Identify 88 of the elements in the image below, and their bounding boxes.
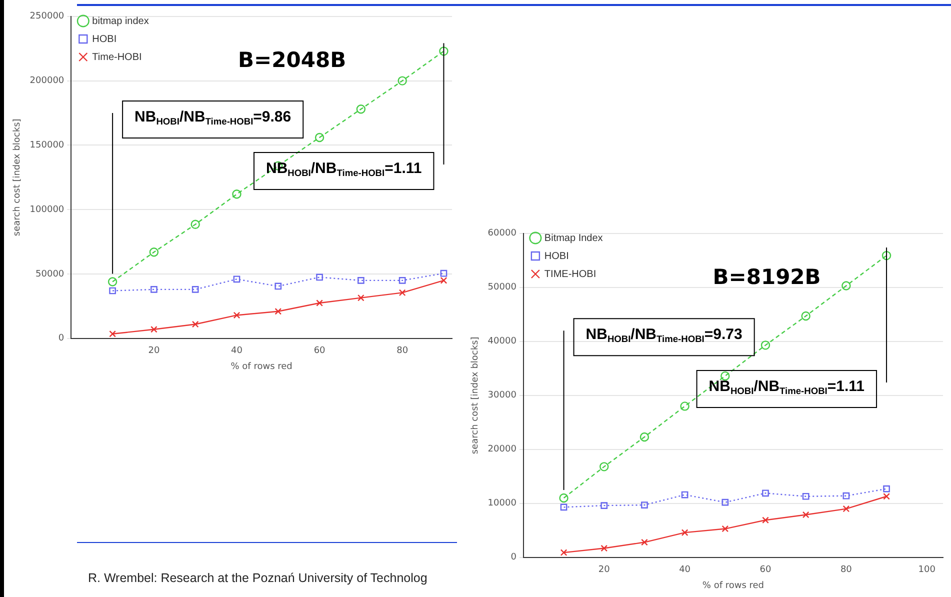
point <box>274 282 282 290</box>
point <box>640 432 650 442</box>
legend-label: Time-HOBI <box>92 52 142 63</box>
text: B=8192B <box>712 264 821 289</box>
legend-label: Bitmap Index <box>544 232 603 244</box>
y-tick-label: 50000 <box>488 282 517 293</box>
point <box>883 485 890 492</box>
y-tick-label: 10000 <box>488 498 517 509</box>
point <box>150 286 158 293</box>
point <box>762 490 769 497</box>
point <box>316 274 323 281</box>
point <box>720 371 730 381</box>
y-tick-label: 250000 <box>30 12 64 22</box>
point <box>233 312 240 319</box>
point <box>842 492 850 500</box>
point <box>440 277 448 284</box>
point <box>600 544 608 552</box>
point <box>842 505 850 512</box>
point <box>233 276 240 283</box>
point <box>722 525 729 532</box>
point <box>842 281 851 290</box>
point <box>760 340 770 350</box>
point <box>681 529 688 536</box>
point <box>232 190 242 199</box>
legend-label: HOBI <box>544 250 569 262</box>
point <box>398 76 407 86</box>
point <box>600 502 608 509</box>
x-tick-label: 40 <box>231 346 243 356</box>
x-tick-label: 100 <box>918 565 936 576</box>
y-tick-label: 150000 <box>30 140 64 151</box>
point <box>109 330 116 338</box>
text: R. Wrembel: Research at the Poznań University of Technolog <box>88 571 428 585</box>
point <box>560 549 568 556</box>
point <box>802 511 810 518</box>
y-tick-label: 100000 <box>30 204 64 215</box>
point <box>802 492 810 500</box>
point <box>314 132 324 142</box>
point <box>108 277 118 286</box>
point <box>762 516 769 524</box>
x-tick-label: 20 <box>148 346 160 356</box>
point <box>600 462 609 472</box>
point <box>398 289 406 296</box>
point <box>358 277 364 284</box>
point <box>440 270 448 277</box>
y-tick-label: 20000 <box>488 444 517 455</box>
x-tick-label: 60 <box>314 346 326 356</box>
point <box>316 300 323 306</box>
point <box>560 504 568 511</box>
point <box>641 502 648 508</box>
point <box>192 320 199 328</box>
point <box>274 308 282 315</box>
point <box>358 294 364 302</box>
point <box>883 492 890 500</box>
point <box>439 46 448 56</box>
x-tick-label: 60 <box>760 565 772 576</box>
y-tick-label: 50000 <box>36 269 64 280</box>
text: B=2048B <box>238 48 346 72</box>
point <box>356 104 366 114</box>
point <box>559 493 568 503</box>
point <box>398 277 406 284</box>
x-axis-title: % of rows red <box>702 580 764 591</box>
legend-label: bitmap index <box>92 16 149 27</box>
point <box>722 498 729 506</box>
point <box>190 220 200 230</box>
point <box>882 250 892 260</box>
point <box>149 248 159 257</box>
y-tick-label: 30000 <box>488 390 517 401</box>
legend-label: TIME-HOBI <box>544 268 596 280</box>
y-axis-title: search cost [index blocks] <box>12 118 23 236</box>
y-tick-label: 200000 <box>30 76 64 86</box>
point <box>680 402 690 411</box>
x-tick-label: 20 <box>598 565 610 576</box>
y-tick-label: 40000 <box>488 336 517 347</box>
x-tick-label: 40 <box>679 565 691 576</box>
point <box>109 287 116 294</box>
point <box>150 326 158 333</box>
y-tick-label: 0 <box>510 552 517 563</box>
legend-label: HOBI <box>92 34 117 45</box>
y-tick-label: 60000 <box>488 228 517 239</box>
point <box>681 491 688 498</box>
point <box>192 286 199 293</box>
point <box>801 311 810 321</box>
y-axis-title: search cost [index blocks] <box>470 336 481 454</box>
x-tick-label: 80 <box>396 346 408 356</box>
point <box>641 538 648 546</box>
y-tick-label: 0 <box>58 334 64 344</box>
x-tick-label: 80 <box>840 565 852 576</box>
x-axis-title: % of rows red <box>230 362 292 372</box>
